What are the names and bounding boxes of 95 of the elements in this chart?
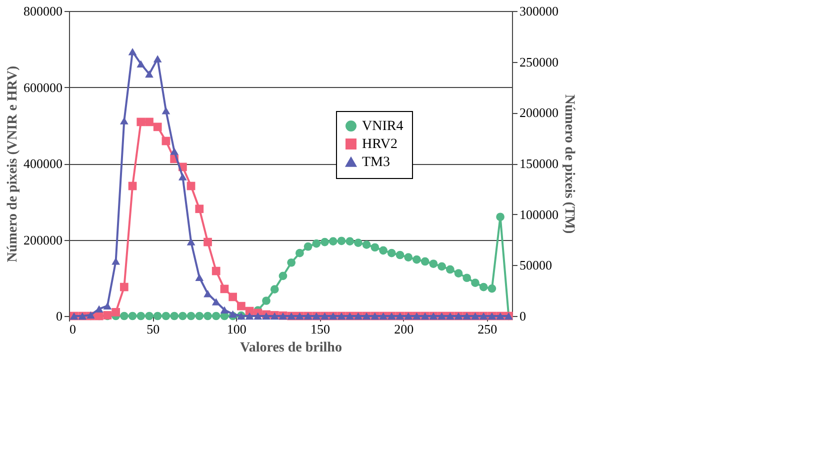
point — [396, 250, 404, 260]
y2-tick-label: 300000 — [520, 4, 558, 18]
point — [228, 310, 238, 318]
point — [446, 265, 454, 274]
point — [145, 118, 154, 126]
point — [228, 292, 238, 302]
y2-tick-label: 0 — [520, 308, 526, 324]
point — [145, 70, 154, 78]
point — [186, 312, 196, 320]
point — [186, 182, 196, 190]
point — [120, 282, 128, 292]
point — [128, 48, 137, 56]
y2-tick-label: 250000 — [520, 54, 558, 70]
y2-tick-label: 50000 — [520, 258, 552, 273]
point — [404, 253, 413, 262]
point — [296, 248, 304, 258]
x-tick-label: 0 — [70, 322, 76, 336]
point — [454, 269, 463, 278]
point — [153, 122, 162, 132]
x-tick-label: 250 — [478, 322, 498, 336]
point — [379, 246, 388, 255]
point — [270, 285, 279, 294]
x-tick-label: 50 — [146, 322, 160, 336]
point — [220, 284, 229, 294]
point — [195, 274, 204, 281]
point — [178, 312, 187, 320]
point — [320, 238, 329, 246]
point — [212, 312, 220, 320]
point — [162, 107, 170, 114]
y-tick-label: 800000 — [24, 4, 62, 18]
point — [162, 136, 170, 146]
point — [479, 282, 488, 292]
point — [136, 60, 146, 68]
point — [120, 117, 128, 124]
point — [186, 238, 196, 246]
y-tick-label: 600000 — [24, 80, 62, 95]
x-tick-label: 200 — [394, 322, 414, 336]
point — [462, 274, 472, 282]
point — [195, 204, 204, 214]
point — [153, 312, 162, 320]
point — [346, 237, 354, 246]
point — [420, 257, 430, 266]
point — [312, 239, 321, 248]
point — [488, 284, 496, 293]
point — [153, 55, 162, 62]
point — [362, 240, 371, 249]
point — [170, 312, 178, 320]
point — [195, 312, 204, 320]
point — [120, 312, 128, 320]
y-tick-label: 0 — [56, 308, 62, 324]
y2-axis-title: Número de pixeis (TM) — [562, 94, 576, 234]
point — [354, 238, 362, 247]
point — [128, 182, 137, 190]
point — [112, 308, 120, 316]
point — [287, 258, 296, 267]
point — [254, 312, 262, 320]
point — [204, 312, 212, 320]
point — [387, 248, 396, 258]
point — [237, 302, 246, 310]
point — [328, 237, 338, 246]
point — [212, 298, 220, 306]
point — [438, 262, 446, 271]
point — [136, 312, 146, 320]
y2-tick-label: 150000 — [520, 156, 558, 171]
point — [136, 118, 146, 126]
point — [170, 148, 178, 155]
point — [304, 242, 312, 251]
point — [278, 272, 288, 280]
point — [471, 278, 480, 288]
point — [128, 312, 137, 320]
legend-label: VNIR4 — [362, 119, 404, 134]
x-axis-title: Valores de brilho — [240, 340, 342, 356]
point — [103, 302, 112, 310]
y-tick-label: 200000 — [24, 232, 62, 248]
point — [162, 312, 170, 320]
point — [370, 243, 380, 252]
y-tick-label: 400000 — [24, 156, 62, 171]
x-tick-label: 100 — [226, 322, 246, 336]
point — [412, 255, 421, 264]
x-tick-label: 150 — [310, 322, 330, 336]
point — [204, 238, 212, 246]
point — [204, 290, 212, 298]
legend-label: HRV2 — [362, 137, 398, 152]
point — [212, 266, 220, 276]
y-axis-title: Número de pixeis (VNIR e HRV) — [6, 65, 20, 262]
y2-tick-label: 100000 — [520, 206, 558, 222]
point — [145, 312, 154, 320]
point — [496, 212, 504, 222]
y2-tick-label: 200000 — [520, 105, 558, 120]
point — [337, 236, 346, 246]
point — [262, 296, 270, 305]
point — [429, 260, 438, 268]
point — [220, 306, 229, 314]
legend-label: TM3 — [362, 155, 390, 170]
point — [178, 173, 187, 180]
